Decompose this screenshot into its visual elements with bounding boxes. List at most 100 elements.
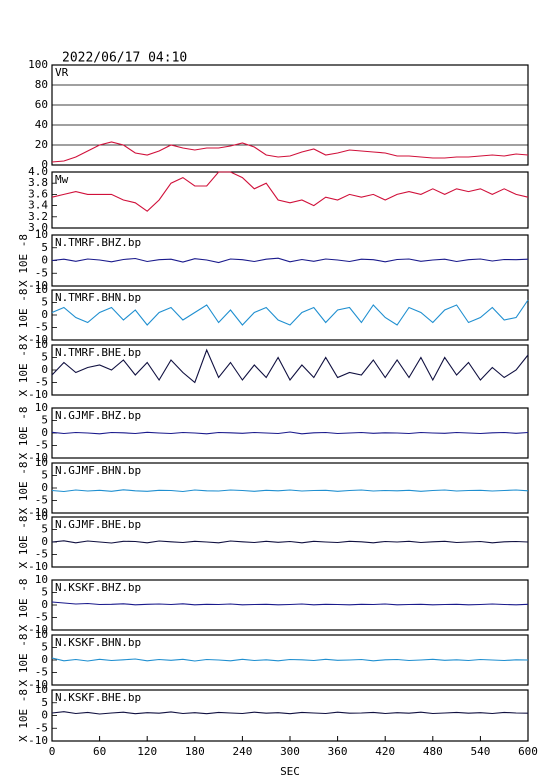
series-line: [51, 171, 529, 212]
series-line: [51, 601, 529, 606]
y-tick-label: 3.4: [28, 199, 48, 212]
series-line: [51, 489, 529, 493]
y-tick-label: -5: [35, 439, 48, 452]
y-axis-label: X 10E -8: [17, 234, 30, 287]
y-tick-label: 10: [35, 283, 48, 296]
panel-frame: [51, 64, 529, 166]
y-axis-label: X 10E -8: [17, 516, 30, 569]
y-tick-label: 5: [41, 523, 48, 536]
y-tick-label: 10: [35, 456, 48, 469]
y-tick-label: 5: [41, 696, 48, 709]
x-tick-label: 600: [518, 745, 538, 758]
y-tick-label: 0: [41, 653, 48, 666]
y-tick-label: 10: [35, 573, 48, 586]
y-tick-label: -10: [28, 451, 48, 464]
y-tick-label: -5: [35, 266, 48, 279]
y-tick-label: 3.8: [28, 176, 48, 189]
panel-label: N.GJMF.BHE.bp: [55, 518, 141, 531]
y-tick-label: 0: [41, 426, 48, 439]
y-tick-label: 0: [41, 535, 48, 548]
y-tick-label: -5: [35, 611, 48, 624]
x-axis-label: SEC: [280, 765, 300, 778]
y-axis-label: X 10E -8: [17, 689, 30, 742]
panel-label: N.TMRF.BHE.bp: [55, 346, 141, 359]
panel-label: Mw: [55, 173, 69, 186]
y-tick-label: 5: [41, 241, 48, 254]
y-tick-label: 0: [41, 363, 48, 376]
panel-frame: [51, 579, 529, 631]
y-tick-label: 10: [35, 228, 48, 241]
x-tick-label: 480: [423, 745, 443, 758]
x-tick-label: 360: [328, 745, 348, 758]
y-tick-label: 3.6: [28, 187, 48, 200]
panel-frame: [51, 462, 529, 514]
y-tick-label: 4.0: [28, 165, 48, 178]
y-tick-label: 5: [41, 641, 48, 654]
y-tick-label: 0: [41, 598, 48, 611]
y-tick-label: 40: [35, 118, 48, 131]
y-tick-label: -10: [28, 333, 48, 346]
x-tick-label: 420: [375, 745, 395, 758]
y-tick-label: -5: [35, 321, 48, 334]
panel-frame: [51, 171, 529, 229]
y-tick-label: 0: [41, 158, 48, 171]
panel-label: N.TMRF.BHN.bp: [55, 291, 141, 304]
y-axis-label: X 10E -8: [17, 344, 30, 397]
x-tick-label: 60: [93, 745, 106, 758]
y-axis-label: X 10E -8: [17, 289, 30, 342]
y-tick-label: 0: [41, 254, 48, 267]
y-tick-label: -10: [28, 506, 48, 519]
y-tick-label: -10: [28, 560, 48, 573]
y-axis-label: X 10E -8: [17, 407, 30, 460]
series-line: [51, 431, 529, 435]
y-tick-label: 0: [41, 481, 48, 494]
panel-label: N.TMRF.BHZ.bp: [55, 236, 141, 249]
y-tick-label: 5: [41, 296, 48, 309]
y-tick-label: 5: [41, 469, 48, 482]
y-tick-label: 100: [28, 58, 48, 71]
x-tick-label: 0: [49, 745, 56, 758]
y-tick-label: -10: [28, 279, 48, 292]
y-tick-label: -5: [35, 666, 48, 679]
x-tick-label: 540: [470, 745, 490, 758]
panel-label: N.KSKF.BHE.bp: [55, 691, 141, 704]
panel-frame: [51, 289, 529, 341]
y-tick-label: 3.0: [28, 221, 48, 234]
series-line: [51, 141, 529, 163]
y-tick-label: 5: [41, 351, 48, 364]
y-tick-label: 10: [35, 401, 48, 414]
y-tick-label: -10: [28, 623, 48, 636]
y-tick-label: 3.2: [28, 210, 48, 223]
y-tick-label: 0: [41, 308, 48, 321]
y-tick-label: 10: [35, 510, 48, 523]
y-tick-label: 10: [35, 628, 48, 641]
panel-label: VR: [55, 66, 69, 79]
y-tick-label: -5: [35, 548, 48, 561]
series-line: [51, 657, 529, 662]
y-tick-label: -10: [28, 388, 48, 401]
y-tick-label: 10: [35, 683, 48, 696]
y-axis-label: X 10E -8: [17, 462, 30, 515]
x-tick-label: 300: [280, 745, 300, 758]
series-line: [51, 257, 529, 264]
x-tick-label: 240: [232, 745, 252, 758]
y-tick-label: 80: [35, 78, 48, 91]
panel-label: N.GJMF.BHZ.bp: [55, 409, 141, 422]
y-tick-label: 60: [35, 98, 48, 111]
y-tick-label: 0: [41, 709, 48, 722]
x-tick-label: 180: [185, 745, 205, 758]
panel-label: N.KSKF.BHZ.bp: [55, 581, 141, 594]
y-tick-label: -10: [28, 678, 48, 691]
x-tick-label: 120: [137, 745, 157, 758]
date-title: 2022/06/17 04:10: [62, 51, 187, 66]
panel-label: N.KSKF.BHN.bp: [55, 636, 141, 649]
y-tick-label: -5: [35, 494, 48, 507]
y-tick-label: -5: [35, 376, 48, 389]
series-line: [51, 711, 529, 715]
y-tick-label: -5: [35, 721, 48, 734]
panel-label: N.GJMF.BHN.bp: [55, 464, 141, 477]
y-tick-label: 20: [35, 138, 48, 151]
series-line: [51, 299, 529, 326]
series-line: [51, 348, 529, 384]
